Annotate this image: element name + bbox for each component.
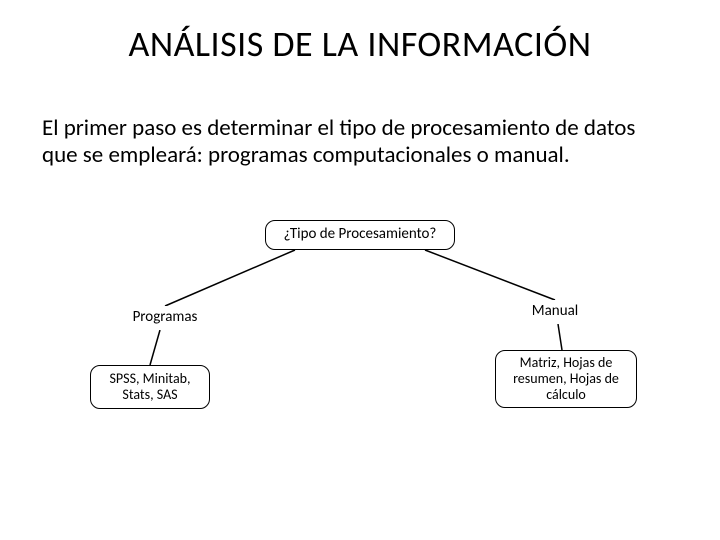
node-root: ¿Tipo de Procesamiento?	[265, 220, 455, 250]
processing-type-diagram: ¿Tipo de Procesamiento? Programas Manual…	[90, 220, 645, 430]
edge	[425, 250, 555, 300]
slide-title: ANÁLISIS DE LA INFORMACIÓN	[0, 22, 720, 66]
node-manual: Manual	[520, 300, 590, 324]
slide-paragraph: El primer paso es determinar el tipo de …	[42, 115, 662, 169]
node-manual-leaf: Matriz, Hojas de resumen, Hojas de cálcu…	[495, 350, 637, 408]
edge	[150, 330, 160, 365]
node-programas-leaf: SPSS, Minitab, Stats, SAS	[90, 365, 210, 409]
edge	[558, 324, 562, 350]
slide: ANÁLISIS DE LA INFORMACIÓN El primer pas…	[0, 0, 720, 540]
node-programas: Programas	[120, 306, 210, 330]
edge	[165, 250, 295, 306]
